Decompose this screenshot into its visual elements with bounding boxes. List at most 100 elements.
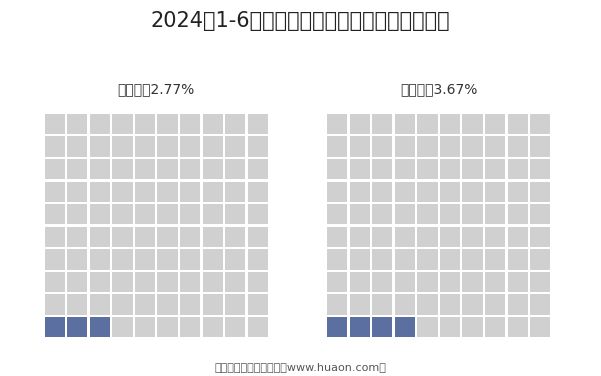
Bar xyxy=(225,227,245,247)
Bar xyxy=(327,317,347,337)
Bar xyxy=(372,159,392,179)
Bar xyxy=(67,136,88,157)
Bar xyxy=(90,294,110,315)
Bar xyxy=(327,227,347,247)
Bar xyxy=(350,272,370,292)
Bar xyxy=(44,159,65,179)
Bar xyxy=(180,294,200,315)
Bar xyxy=(203,272,223,292)
Bar xyxy=(67,182,88,202)
Bar xyxy=(462,227,483,247)
Bar xyxy=(225,272,245,292)
Bar xyxy=(440,227,460,247)
Bar xyxy=(135,317,155,337)
Bar xyxy=(203,317,223,337)
Bar xyxy=(485,159,505,179)
Bar xyxy=(350,159,370,179)
Bar xyxy=(507,204,528,224)
Bar xyxy=(67,114,88,134)
Bar xyxy=(112,317,133,337)
Bar xyxy=(462,136,483,157)
Bar xyxy=(112,182,133,202)
Bar xyxy=(485,204,505,224)
Bar xyxy=(530,227,551,247)
Text: 福利彩票2.77%: 福利彩票2.77% xyxy=(118,82,195,96)
Bar xyxy=(372,227,392,247)
Bar xyxy=(440,317,460,337)
Bar xyxy=(225,294,245,315)
Bar xyxy=(157,272,178,292)
Bar xyxy=(248,272,268,292)
Bar xyxy=(248,294,268,315)
Bar xyxy=(440,204,460,224)
Bar xyxy=(462,272,483,292)
Bar xyxy=(180,204,200,224)
Bar xyxy=(417,159,438,179)
Bar xyxy=(485,182,505,202)
Bar xyxy=(395,294,415,315)
Bar xyxy=(417,227,438,247)
Bar xyxy=(485,227,505,247)
Bar xyxy=(530,136,551,157)
Bar xyxy=(395,272,415,292)
Text: 体育彩票3.67%: 体育彩票3.67% xyxy=(400,82,477,96)
Bar xyxy=(395,317,415,337)
Bar xyxy=(372,182,392,202)
Bar xyxy=(44,317,65,337)
Bar xyxy=(507,182,528,202)
Bar xyxy=(90,204,110,224)
Bar xyxy=(530,182,551,202)
Bar xyxy=(180,114,200,134)
Bar xyxy=(485,317,505,337)
Bar xyxy=(112,227,133,247)
Bar xyxy=(135,136,155,157)
Bar xyxy=(44,204,65,224)
Bar xyxy=(135,182,155,202)
Bar xyxy=(327,182,347,202)
Bar xyxy=(440,182,460,202)
Bar xyxy=(135,159,155,179)
Bar xyxy=(372,249,392,270)
Bar xyxy=(350,317,370,337)
Bar xyxy=(248,159,268,179)
Bar xyxy=(90,227,110,247)
Bar xyxy=(157,159,178,179)
Bar xyxy=(248,204,268,224)
Bar xyxy=(157,136,178,157)
Bar xyxy=(417,182,438,202)
Bar xyxy=(350,136,370,157)
Bar xyxy=(530,317,551,337)
Bar xyxy=(135,114,155,134)
Bar xyxy=(440,136,460,157)
Bar xyxy=(395,159,415,179)
Bar xyxy=(462,159,483,179)
Bar xyxy=(327,294,347,315)
Bar xyxy=(44,294,65,315)
Bar xyxy=(112,136,133,157)
Bar xyxy=(507,294,528,315)
Bar xyxy=(180,317,200,337)
Bar xyxy=(462,294,483,315)
Bar xyxy=(180,182,200,202)
Bar xyxy=(203,204,223,224)
Bar xyxy=(485,294,505,315)
Text: 制图：华经产业研究院（www.huaon.com）: 制图：华经产业研究院（www.huaon.com） xyxy=(215,362,386,372)
Text: 2024年1-6月福建福彩及体彩销售额占全国比重: 2024年1-6月福建福彩及体彩销售额占全国比重 xyxy=(151,11,450,31)
Bar xyxy=(507,317,528,337)
Bar xyxy=(203,136,223,157)
Bar xyxy=(67,227,88,247)
Bar xyxy=(203,249,223,270)
Bar xyxy=(157,182,178,202)
Bar xyxy=(372,204,392,224)
Bar xyxy=(530,159,551,179)
Bar xyxy=(67,317,88,337)
Bar xyxy=(485,114,505,134)
Bar xyxy=(372,136,392,157)
Bar xyxy=(530,114,551,134)
Bar xyxy=(203,159,223,179)
Bar xyxy=(417,136,438,157)
Bar xyxy=(90,317,110,337)
Bar xyxy=(225,159,245,179)
Bar xyxy=(44,114,65,134)
Bar xyxy=(462,182,483,202)
